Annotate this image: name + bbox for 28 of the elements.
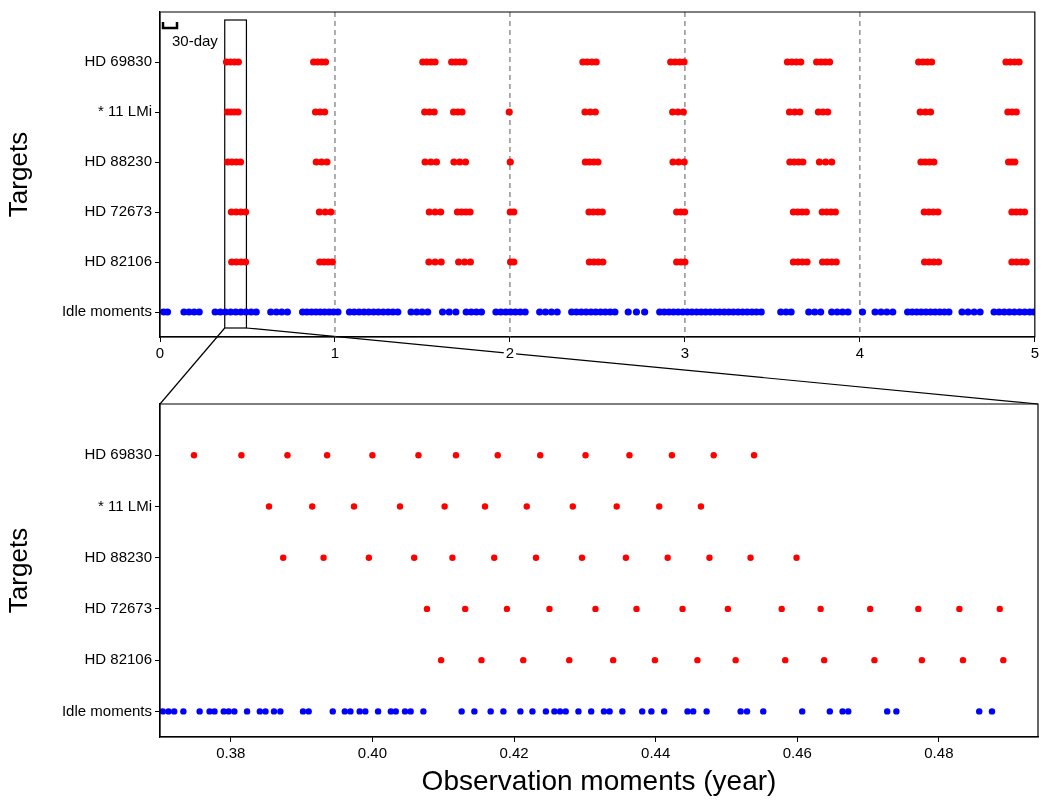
- x-tick-label: 0.48: [924, 744, 954, 762]
- annotation: 30-day: [172, 32, 219, 50]
- x-tick-label: 0.42: [499, 744, 529, 762]
- y-tick-label: * 11 LMi: [98, 102, 152, 120]
- y-tick-label: Idle moments: [61, 701, 152, 719]
- y-axis-title: Targets: [2, 527, 33, 614]
- x-tick-label: 2: [505, 344, 515, 362]
- x-tick-label: 0.46: [782, 744, 812, 762]
- x-tick-label: 0.44: [641, 744, 671, 762]
- y-axis-title: Targets: [2, 131, 33, 218]
- y-tick-label: HD 72673: [84, 599, 152, 617]
- y-tick-label: HD 72673: [84, 202, 152, 220]
- x-tick-label: 5: [1030, 344, 1039, 362]
- x-tick-label: 0.38: [216, 744, 246, 762]
- y-tick-label: HD 88230: [84, 547, 152, 565]
- x-tick-label: 4: [855, 344, 865, 362]
- x-tick-label: 0: [155, 344, 165, 362]
- x-tick-label: 3: [680, 344, 690, 362]
- x-axis-title: Observation moments (year): [421, 764, 777, 796]
- y-tick-label: HD 88230: [84, 152, 152, 170]
- y-tick-label: HD 82106: [84, 252, 152, 270]
- y-tick-label: HD 69830: [84, 52, 152, 70]
- y-tick-label: Idle moments: [61, 302, 152, 320]
- y-tick-label: * 11 LMi: [98, 496, 152, 514]
- x-tick-label: 1: [330, 344, 340, 362]
- y-tick-label: HD 69830: [84, 445, 152, 463]
- y-tick-label: HD 82106: [84, 650, 152, 668]
- x-tick-label: 0.40: [357, 744, 388, 762]
